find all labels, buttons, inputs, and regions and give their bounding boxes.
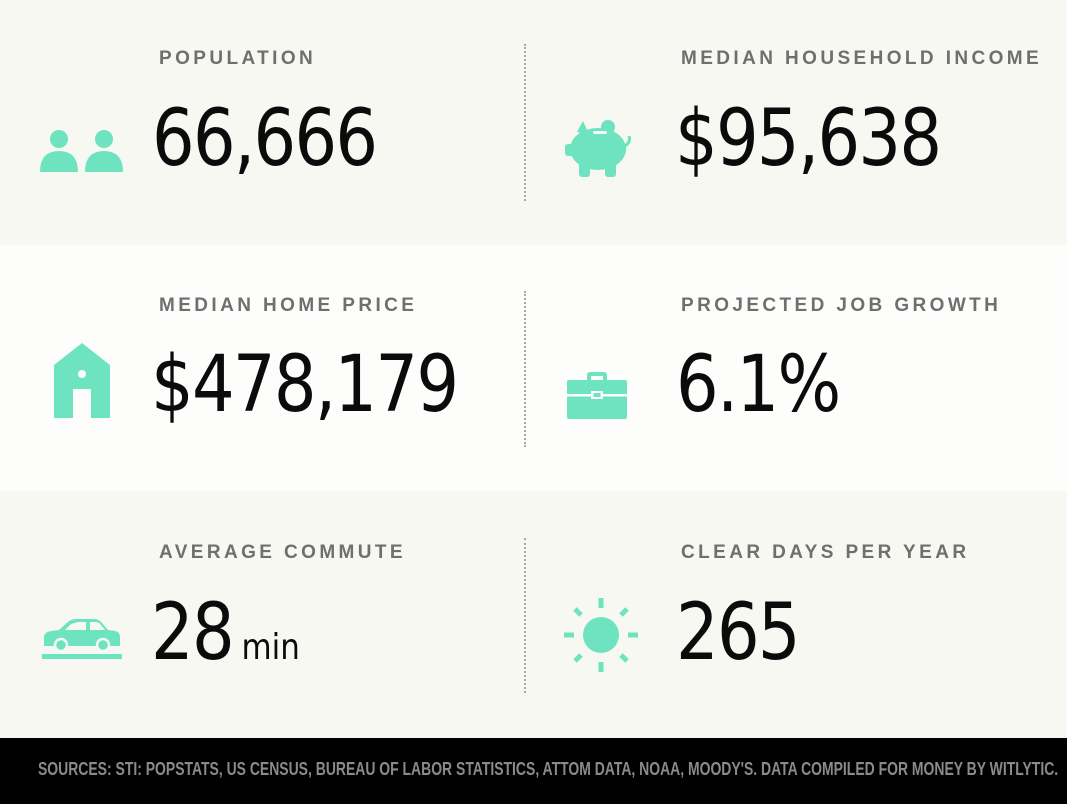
column-divider	[524, 291, 526, 447]
briefcase-icon	[567, 372, 627, 419]
stat-value: $478,179	[151, 340, 459, 430]
stat-value: 265	[676, 588, 801, 678]
stat-label: MEDIAN HOUSEHOLD INCOME	[681, 48, 1043, 69]
stat-label: POPULATION	[159, 48, 317, 69]
people-icon	[40, 130, 124, 172]
stat-label: MEDIAN HOME PRICE	[159, 295, 418, 316]
house-icon	[54, 343, 110, 418]
stat-value: 6.1%	[676, 340, 841, 430]
stat-unit: min	[241, 627, 300, 668]
stat-value: 66,666	[152, 94, 378, 184]
column-divider	[524, 538, 526, 693]
stat-number: 28	[151, 588, 235, 678]
stat-value: $95,638	[675, 94, 942, 184]
stat-label: AVERAGE COMMUTE	[159, 542, 406, 563]
stats-row-2	[0, 245, 1067, 491]
stat-label: CLEAR DAYS PER YEAR	[681, 542, 970, 563]
car-icon	[42, 617, 122, 659]
stat-label: PROJECTED JOB GROWTH	[681, 295, 1002, 316]
stats-row-1	[0, 0, 1067, 245]
sources-text: SOURCES: STI: POPSTATS, US CENSUS, BUREA…	[38, 759, 1059, 779]
piggy-bank-icon	[563, 118, 631, 178]
stat-value: 28 min	[151, 594, 300, 672]
stats-row-3	[0, 491, 1067, 738]
column-divider	[524, 44, 526, 201]
sun-icon	[562, 596, 640, 674]
sources-footer: SOURCES: STI: POPSTATS, US CENSUS, BUREA…	[0, 738, 1067, 804]
